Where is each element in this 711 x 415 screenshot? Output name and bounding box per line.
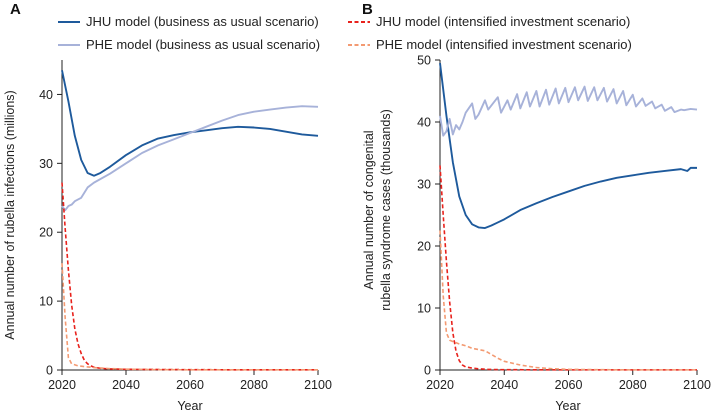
- x-tick-label-b-2020: 2020: [426, 378, 454, 392]
- legend: JHU model (business as usual scenario) P…: [58, 14, 632, 52]
- y-tick-label-a-0: 0: [46, 364, 53, 378]
- y-tick-label-b-40: 40: [417, 116, 431, 130]
- y-tick-label-a-30: 30: [39, 157, 53, 171]
- y-tick-label-a-10: 10: [39, 295, 53, 309]
- panel-label-a: A: [10, 1, 21, 18]
- panel-label-b: B: [362, 1, 373, 18]
- x-tick-label-b-2100: 2100: [683, 378, 711, 392]
- y-tick-label-b-30: 30: [417, 178, 431, 192]
- series-line-a-phe-model-business-as-usual-scenario: [61, 105, 319, 212]
- series-line-a-jhu-model-business-as-usual-scenario: [61, 70, 319, 177]
- series-line-b-phe-model-intensified-investment-scenario: [439, 230, 697, 371]
- x-tick-label-a-2040: 2040: [112, 378, 140, 392]
- y-tick-label-a-20: 20: [39, 226, 53, 240]
- y-tick-label-b-10: 10: [417, 302, 431, 316]
- y-tick-label-a-40: 40: [39, 88, 53, 102]
- y-axis-label-b-line1: Annual number of congenital: [362, 130, 376, 289]
- y-tick-label-b-0: 0: [424, 364, 431, 378]
- series-line-a-phe-model-intensified-investment-scenario: [61, 263, 318, 371]
- series-line-b-phe-model-business-as-usual-scenario: [439, 85, 698, 137]
- y-axis-label-b-line2: rubella syndrome cases (thousands): [379, 109, 393, 311]
- y-tick-label-b-20: 20: [417, 240, 431, 254]
- legend-label-jhu-bau: JHU model (business as usual scenario): [86, 14, 319, 29]
- x-tick-label-a-2060: 2060: [176, 378, 204, 392]
- chart-panel-b: 2020 2040 2060 2080 2100 0 10 20 30 40 50 Year Ann…: [362, 54, 711, 414]
- x-tick-label-b-2060: 2060: [555, 378, 583, 392]
- legend-label-phe-ii: PHE model (intensified investment scenar…: [376, 37, 632, 52]
- series-line-b-jhu-model-business-as-usual-scenario: [439, 62, 697, 229]
- x-tick-label-a-2020: 2020: [48, 378, 76, 392]
- x-tick-label-b-2080: 2080: [619, 378, 647, 392]
- series-line-b-jhu-model-intensified-investment-scenario: [439, 165, 697, 371]
- legend-label-jhu-ii: JHU model (intensified investment scenar…: [376, 14, 630, 29]
- legend-label-phe-bau: PHE model (business as usual scenario): [86, 37, 320, 52]
- x-axis-label-b: Year: [555, 399, 580, 413]
- x-tick-label-a-2100: 2100: [304, 378, 332, 392]
- x-tick-label-a-2080: 2080: [240, 378, 268, 392]
- series-line-a-jhu-model-intensified-investment-scenario: [61, 182, 318, 371]
- x-tick-label-b-2040: 2040: [490, 378, 518, 392]
- y-tick-label-b-50: 50: [417, 54, 431, 68]
- y-axis-label-a: Annual number of rubella infections (mil…: [3, 90, 17, 339]
- chart-panel-a: 2020 2040 2060 2080 2100 0 10 20 30 40 Year Annua…: [3, 60, 332, 413]
- x-axis-label-a: Year: [177, 399, 202, 413]
